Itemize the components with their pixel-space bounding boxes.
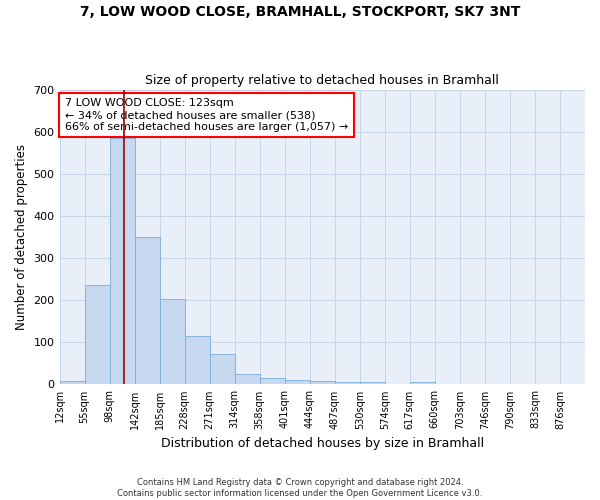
Bar [160, 300, 185, 384]
Text: 7 LOW WOOD CLOSE: 123sqm
← 34% of detached houses are smaller (538)
66% of semi-: 7 LOW WOOD CLOSE: 123sqm ← 34% of detach… [65, 98, 348, 132]
Bar [209, 354, 235, 384]
Bar [59, 381, 85, 384]
Bar [185, 336, 209, 384]
Y-axis label: Number of detached properties: Number of detached properties [15, 144, 28, 330]
Bar [134, 237, 160, 384]
Bar [235, 374, 260, 384]
Bar [285, 380, 310, 384]
Bar [110, 138, 134, 384]
Text: 7, LOW WOOD CLOSE, BRAMHALL, STOCKPORT, SK7 3NT: 7, LOW WOOD CLOSE, BRAMHALL, STOCKPORT, … [80, 5, 520, 19]
Bar [260, 378, 285, 384]
X-axis label: Distribution of detached houses by size in Bramhall: Distribution of detached houses by size … [161, 437, 484, 450]
Bar [335, 382, 360, 384]
Bar [310, 381, 335, 384]
Text: Contains HM Land Registry data © Crown copyright and database right 2024.
Contai: Contains HM Land Registry data © Crown c… [118, 478, 482, 498]
Bar [360, 382, 385, 384]
Bar [85, 286, 110, 384]
Bar [410, 382, 435, 384]
Title: Size of property relative to detached houses in Bramhall: Size of property relative to detached ho… [145, 74, 499, 87]
